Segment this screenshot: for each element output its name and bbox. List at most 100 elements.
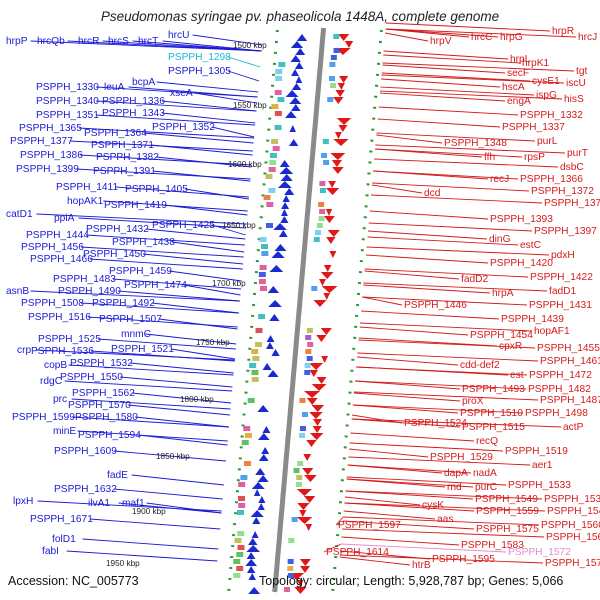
leader-line: [385, 32, 429, 42]
feature-block: [284, 587, 291, 592]
leader-line: [363, 282, 548, 292]
feature-block: [259, 265, 267, 270]
gene-label-right: PSPPH_1595: [432, 554, 495, 565]
forward-gene-arrow: [332, 167, 344, 174]
gene-label-left: hrcS: [108, 36, 129, 47]
feature-block: [311, 286, 318, 291]
leader-line: [350, 432, 475, 442]
forward-gene-arrow: [306, 440, 317, 447]
reverse-gene-arrow: [267, 370, 279, 377]
feature-block: [236, 566, 244, 571]
gene-label-left: prc: [53, 394, 67, 405]
leader-line: [362, 296, 528, 306]
reverse-gene-arrow: [281, 209, 288, 216]
forward-gene-arrow: [316, 377, 327, 384]
gene-label-right: recJ: [490, 174, 509, 185]
feature-block: [274, 90, 282, 95]
gene-label-right: htrB: [412, 560, 431, 571]
gene-label-left: maf1: [122, 498, 145, 509]
leader-line: [345, 490, 474, 500]
leader-line: [75, 168, 251, 180]
gene-label-right: rpsP: [524, 152, 545, 163]
reverse-gene-arrow: [268, 300, 282, 307]
leader-line: [183, 284, 241, 296]
gene-label-right: PSPPH_1397: [534, 226, 597, 237]
gene-label-left: asnB: [6, 286, 29, 297]
gene-label-left: PSPPH_1550: [60, 372, 123, 383]
leader-line: [351, 418, 461, 428]
gene-label-left: hrcU: [168, 30, 190, 41]
reverse-gene-arrow: [290, 41, 304, 48]
feature-block: [251, 370, 259, 375]
forward-gene-arrow: [336, 118, 352, 125]
gene-label-right: hrcC: [471, 32, 493, 43]
leader-line: [380, 90, 563, 100]
gene-label-right: purL: [537, 136, 558, 147]
gene-label-right: cysK: [422, 500, 444, 511]
forward-gene-arrow: [338, 125, 348, 132]
reverse-gene-arrow: [289, 125, 296, 132]
feature-block: [299, 426, 306, 431]
leader-line: [385, 22, 551, 32]
scale-label: 1550 kbp: [233, 101, 267, 110]
forward-gene-arrow: [297, 580, 304, 587]
leader-line: [323, 543, 342, 553]
reverse-gene-arrow: [274, 244, 287, 251]
gene-label-right: PSPPH_1560: [541, 520, 600, 531]
gene-label-right: PSPPH_1332: [520, 110, 583, 121]
reverse-gene-arrow: [279, 160, 290, 167]
leader-line: [358, 339, 536, 349]
right-strand-genes: [284, 34, 354, 594]
feature-block: [278, 62, 286, 67]
leader-line: [131, 392, 232, 404]
feature-block: [306, 356, 313, 361]
leader-line: [90, 350, 235, 362]
gene-label-left: crp: [17, 345, 31, 356]
reverse-gene-arrow: [271, 349, 280, 356]
gene-label-right: PSPPH_1545: [547, 506, 600, 517]
feature-block: [304, 370, 311, 375]
gene-label-right: PSPPH_1559: [476, 506, 539, 517]
scale-label: 1600 kbp: [228, 160, 262, 169]
gene-label-right: PSPPH_1431: [529, 300, 592, 311]
leader-line: [373, 170, 519, 180]
gene-label-right: PSPPH_1583: [461, 540, 524, 551]
gene-label-left: PSPPH_1466: [30, 254, 93, 265]
reverse-gene-arrow: [290, 104, 301, 111]
leader-line: [137, 434, 228, 446]
leader-line: [194, 92, 258, 104]
feature-block: [249, 363, 257, 368]
gene-label-left: PSPPH_1340: [36, 96, 99, 107]
feature-block: [237, 531, 245, 536]
gene-label-left: hrpP: [6, 36, 28, 47]
reverse-gene-arrow: [294, 62, 304, 69]
reverse-gene-arrow: [253, 489, 261, 496]
leader-line: [142, 253, 244, 265]
gene-label-left: PSPPH_1351: [36, 110, 99, 121]
feature-block: [269, 160, 277, 165]
reverse-gene-arrow: [248, 587, 261, 594]
gene-label-right: engA: [507, 96, 531, 107]
reverse-gene-arrow: [285, 111, 297, 118]
reverse-gene-arrow: [291, 83, 302, 90]
leader-line: [357, 356, 459, 366]
leader-line: [366, 246, 550, 256]
feature-block: [322, 139, 329, 144]
feature-block: [314, 230, 321, 235]
feature-block: [319, 188, 326, 193]
leader-line: [80, 246, 244, 258]
leader-line: [371, 194, 543, 204]
leader-line: [129, 362, 234, 374]
forward-gene-arrow: [329, 251, 337, 258]
gene-label-right: hrpR: [552, 26, 574, 37]
gene-label-right: dsbC: [560, 162, 584, 173]
gene-label-right: PSPPH_1515: [462, 422, 525, 433]
reverse-gene-arrow: [266, 335, 275, 342]
forward-gene-arrow: [338, 34, 350, 41]
gene-label-left: PSPPH_1425: [152, 220, 215, 231]
leader-line: [36, 213, 247, 225]
leader-line: [85, 234, 245, 246]
feature-block: [321, 153, 328, 158]
leader-line: [356, 366, 528, 376]
feature-block: [275, 69, 283, 74]
